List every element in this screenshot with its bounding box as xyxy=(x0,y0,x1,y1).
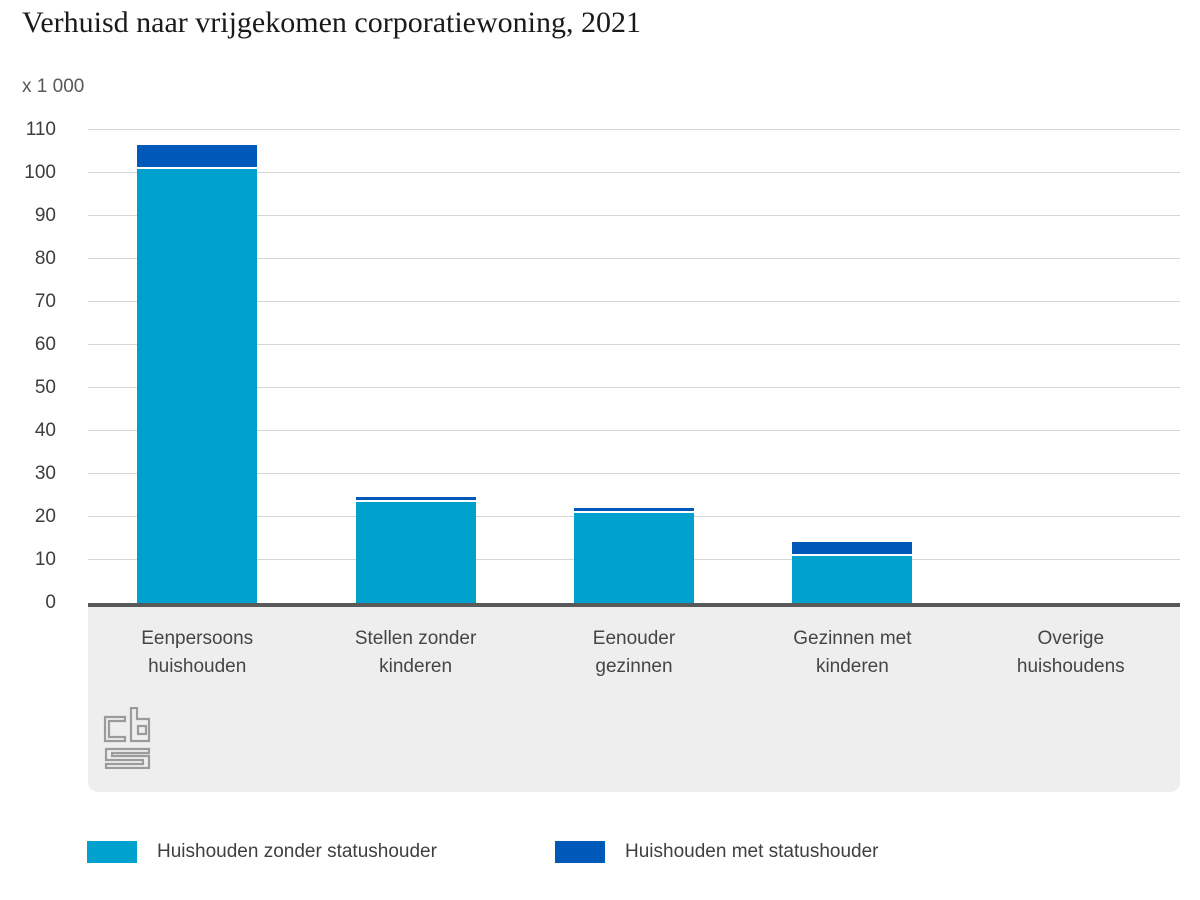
category-label: Overige huishoudens xyxy=(1016,628,1125,677)
legend-item-met: Huishouden met statushouder xyxy=(555,840,879,864)
gridline xyxy=(88,344,1180,345)
y-tick-label: 80 xyxy=(34,248,56,269)
y-tick-label: 40 xyxy=(34,420,56,441)
y-tick-label: 60 xyxy=(34,334,56,355)
y-axis-unit-label: x 1 000 xyxy=(22,76,85,97)
cbs-logo xyxy=(103,707,151,769)
bar-segment-met-statushouder xyxy=(574,508,694,513)
bar-3 xyxy=(574,508,694,603)
bar-1 xyxy=(137,145,258,603)
legend-swatch-zonder xyxy=(87,841,137,863)
gridline xyxy=(88,258,1180,259)
y-tick-label: 110 xyxy=(25,119,56,140)
y-tick-label: 20 xyxy=(34,506,56,527)
category-label: Eenpersoons huishouden xyxy=(141,628,254,677)
y-tick-label: 50 xyxy=(34,377,56,398)
y-tick-label: 90 xyxy=(34,205,56,226)
bar-segment-zonder-statushouder xyxy=(137,168,258,603)
y-tick-label: 30 xyxy=(34,463,56,484)
gridline xyxy=(88,430,1180,431)
category-label: Stellen zonder kinderen xyxy=(354,628,477,677)
y-tick-label: 0 xyxy=(45,592,56,613)
gridline xyxy=(88,129,1180,130)
gridline xyxy=(88,473,1180,474)
bar-segment-zonder-statushouder xyxy=(574,512,694,603)
plot-area xyxy=(88,129,1180,603)
bar-segment-met-statushouder xyxy=(792,542,913,556)
y-tick-label: 70 xyxy=(34,291,56,312)
y-tick-label: 100 xyxy=(24,162,56,183)
bar-segment-met-statushouder xyxy=(355,496,476,502)
y-axis-tick-labels: 0 10 20 30 40 50 60 70 80 90 100 110 xyxy=(0,119,56,613)
y-tick-label: 10 xyxy=(34,549,56,570)
category-panel: Eenpersoons huishouden Stellen zonder kin… xyxy=(88,607,1180,792)
gridline xyxy=(88,172,1180,173)
category-label: Eenouder gezinnen xyxy=(592,628,676,677)
bar-2 xyxy=(355,496,476,603)
bar-segment-zonder-statushouder xyxy=(792,555,913,603)
legend-item-zonder: Huishouden zonder statushouder xyxy=(87,840,437,864)
legend-label-zonder: Huishouden zonder statushouder xyxy=(157,841,437,862)
x-axis-line xyxy=(88,603,1180,607)
gridline xyxy=(88,387,1180,388)
bars-layer xyxy=(88,130,1180,603)
bar-segment-zonder-statushouder xyxy=(355,501,476,603)
chart-title: Verhuisd naar vrijgekomen corporatiewoni… xyxy=(22,6,641,39)
bar-4 xyxy=(792,542,913,603)
legend-label-met: Huishouden met statushouder xyxy=(625,841,879,862)
legend-swatch-met xyxy=(555,841,605,863)
bar-segment-met-statushouder xyxy=(137,145,258,169)
gridline xyxy=(88,301,1180,302)
category-label: Gezinnen met kinderen xyxy=(793,628,912,677)
gridline xyxy=(88,215,1180,216)
